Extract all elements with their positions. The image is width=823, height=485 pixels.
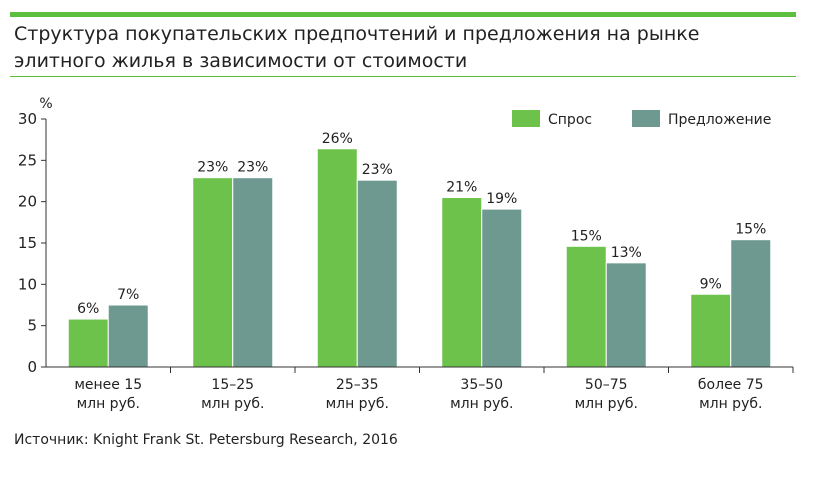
bar bbox=[67, 318, 109, 368]
y-axis-unit: % bbox=[39, 96, 52, 112]
x-tick-label: 50–75 млн руб. bbox=[575, 377, 638, 412]
y-tick-label: 10 bbox=[18, 275, 37, 293]
data-label: 7% bbox=[117, 287, 139, 303]
data-label: 23% bbox=[362, 162, 393, 178]
chart-title: Структура покупательских предпочтений и … bbox=[14, 23, 700, 72]
data-label: 19% bbox=[486, 191, 517, 207]
bar bbox=[481, 208, 523, 368]
x-tick-label: 25–35 млн руб. bbox=[326, 377, 389, 412]
legend-label: Спрос bbox=[548, 112, 592, 128]
x-tick-label: менее 15 млн руб. bbox=[74, 377, 142, 412]
data-label: 23% bbox=[237, 160, 268, 176]
bar bbox=[565, 245, 607, 368]
title-rule bbox=[10, 76, 796, 77]
y-tick-label: 15 bbox=[18, 234, 37, 252]
data-label: 15% bbox=[735, 222, 766, 238]
y-tick-label: 0 bbox=[27, 358, 37, 376]
bar bbox=[356, 179, 398, 368]
x-tick-label: 35–50 млн руб. bbox=[450, 377, 513, 412]
top-rule bbox=[10, 12, 796, 17]
data-label: 26% bbox=[322, 131, 353, 147]
bar bbox=[316, 148, 358, 368]
x-tick-label: 15–25 млн руб. bbox=[201, 377, 264, 412]
y-tick-label: 30 bbox=[18, 110, 37, 128]
y-tick-label: 20 bbox=[18, 193, 37, 211]
legend-swatch bbox=[632, 110, 660, 127]
source-note: Источник: Knight Frank St. Petersburg Re… bbox=[14, 432, 398, 448]
bar bbox=[441, 197, 483, 368]
bar bbox=[605, 262, 647, 368]
bar bbox=[192, 177, 234, 368]
data-label: 21% bbox=[446, 180, 477, 196]
y-tick-label: 5 bbox=[27, 317, 37, 335]
legend-label: Предложение bbox=[668, 112, 771, 128]
data-label: 23% bbox=[197, 160, 228, 176]
bar-chart: % 0 5 10 15 20 25 30 6% 7% менее 15 млн руб. 23% 23% 1… bbox=[18, 96, 794, 412]
bar bbox=[730, 239, 772, 368]
data-label: 6% bbox=[77, 301, 99, 317]
data-label: 9% bbox=[700, 276, 722, 292]
bar bbox=[107, 304, 149, 368]
bar bbox=[232, 177, 274, 368]
y-tick-label: 25 bbox=[18, 151, 37, 169]
data-label: 13% bbox=[611, 245, 642, 261]
bar bbox=[690, 293, 732, 368]
data-label: 15% bbox=[571, 228, 602, 244]
legend-swatch bbox=[512, 110, 540, 127]
x-tick-label: более 75 млн руб. bbox=[698, 377, 764, 412]
